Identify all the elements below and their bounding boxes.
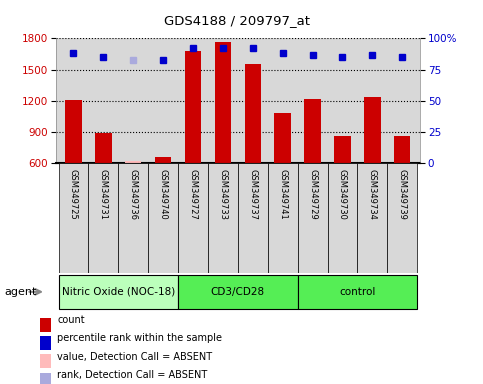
Text: CD3/CD28: CD3/CD28	[211, 287, 265, 297]
FancyBboxPatch shape	[178, 163, 208, 273]
Bar	[125, 161, 142, 163]
FancyBboxPatch shape	[118, 163, 148, 273]
FancyBboxPatch shape	[298, 163, 327, 273]
Text: control: control	[339, 287, 376, 297]
Bar	[364, 97, 381, 163]
FancyBboxPatch shape	[208, 163, 238, 273]
FancyBboxPatch shape	[357, 163, 387, 273]
Bar	[40, 372, 51, 384]
Text: GSM349730: GSM349730	[338, 169, 347, 220]
Bar	[40, 336, 51, 350]
Text: GSM349733: GSM349733	[218, 169, 227, 220]
Text: GSM349725: GSM349725	[69, 169, 78, 219]
Text: GSM349731: GSM349731	[99, 169, 108, 220]
Text: count: count	[57, 315, 85, 325]
Bar	[185, 51, 201, 163]
Text: GSM349727: GSM349727	[188, 169, 198, 220]
Bar	[40, 354, 51, 368]
FancyBboxPatch shape	[387, 163, 417, 273]
Text: GSM349737: GSM349737	[248, 169, 257, 220]
Text: GSM349739: GSM349739	[398, 169, 407, 220]
FancyBboxPatch shape	[58, 163, 88, 273]
Bar	[95, 133, 112, 163]
Text: Nitric Oxide (NOC-18): Nitric Oxide (NOC-18)	[62, 287, 175, 297]
FancyBboxPatch shape	[148, 163, 178, 273]
Bar	[155, 157, 171, 163]
Text: GSM349740: GSM349740	[158, 169, 168, 219]
Text: GDS4188 / 209797_at: GDS4188 / 209797_at	[164, 14, 310, 27]
Text: value, Detection Call = ABSENT: value, Detection Call = ABSENT	[57, 352, 213, 362]
FancyBboxPatch shape	[268, 163, 298, 273]
Text: GSM349734: GSM349734	[368, 169, 377, 220]
FancyBboxPatch shape	[178, 275, 298, 309]
Bar	[394, 136, 411, 163]
Text: rank, Detection Call = ABSENT: rank, Detection Call = ABSENT	[57, 370, 208, 380]
FancyBboxPatch shape	[327, 163, 357, 273]
Bar	[244, 65, 261, 163]
Text: GSM349741: GSM349741	[278, 169, 287, 219]
Bar	[304, 99, 321, 163]
Text: GSM349729: GSM349729	[308, 169, 317, 219]
Bar	[334, 136, 351, 163]
FancyBboxPatch shape	[298, 275, 417, 309]
Bar	[40, 318, 51, 332]
FancyBboxPatch shape	[238, 163, 268, 273]
Bar	[215, 41, 231, 163]
Bar	[65, 100, 82, 163]
Text: percentile rank within the sample: percentile rank within the sample	[57, 333, 223, 343]
FancyBboxPatch shape	[58, 275, 178, 309]
Text: GSM349736: GSM349736	[129, 169, 138, 220]
Bar	[274, 113, 291, 163]
Text: agent: agent	[5, 287, 37, 297]
FancyBboxPatch shape	[88, 163, 118, 273]
